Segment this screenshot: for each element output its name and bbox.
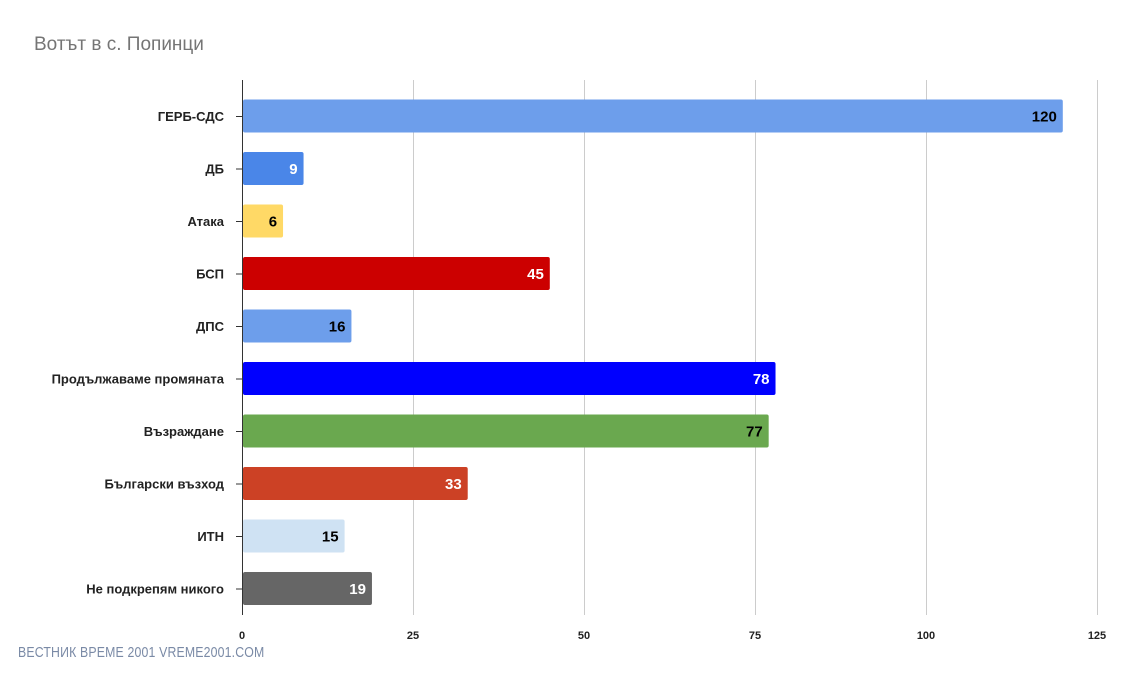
category-label: Български възход (104, 477, 224, 492)
x-tick-label: 75 (749, 630, 761, 642)
x-tick-label: 100 (917, 630, 935, 642)
bar-value-label: 15 (322, 529, 339, 546)
category-label: Атака (187, 214, 224, 229)
bar-value-label: 19 (349, 581, 366, 598)
category-labels: ГЕРБ-СДС ДБ Атака БСП ДПС Продължаваме промян… (52, 109, 242, 597)
category-label: ДБ (205, 162, 224, 177)
category-label: ИТН (197, 529, 224, 544)
x-tick-label: 0 (239, 630, 245, 642)
bar (243, 414, 769, 448)
category-label: ДПС (196, 319, 225, 334)
category-label: Продължаваме промяната (52, 372, 225, 387)
bar-value-label: 16 (329, 319, 346, 336)
bar-value-label: 77 (746, 424, 763, 441)
grid-lines (242, 80, 1098, 615)
bars: 120 9 6 45 16 78 77 33 15 19 (243, 99, 1063, 605)
category-label: Не подкрепям никого (86, 582, 224, 597)
bar (243, 99, 1063, 133)
bar (243, 204, 284, 238)
bar-value-label: 9 (289, 161, 297, 178)
bar (243, 572, 372, 605)
bar (243, 519, 345, 553)
bar-value-label: 33 (445, 476, 462, 493)
bar (243, 362, 776, 395)
x-tick-label: 25 (407, 630, 419, 642)
bar-value-label: 6 (269, 214, 277, 231)
x-tick-label: 125 (1088, 630, 1106, 642)
category-label: БСП (196, 267, 224, 282)
bar (243, 309, 352, 343)
chart-title: Вотът в с. Попинци (34, 34, 204, 55)
category-label: Възраждане (144, 424, 224, 439)
watermark: ВЕСТНИК ВРЕМЕ 2001 VREME2001.COM (18, 644, 265, 661)
bar (243, 257, 550, 290)
bar-value-label: 78 (753, 371, 770, 388)
bar-value-label: 45 (527, 266, 544, 283)
x-axis-ticks: 0 25 50 75 100 125 (239, 630, 1106, 642)
bar (243, 467, 468, 500)
bar-value-label: 120 (1032, 109, 1057, 126)
category-label: ГЕРБ-СДС (158, 109, 225, 124)
bar (243, 152, 304, 185)
x-tick-label: 50 (578, 630, 590, 642)
